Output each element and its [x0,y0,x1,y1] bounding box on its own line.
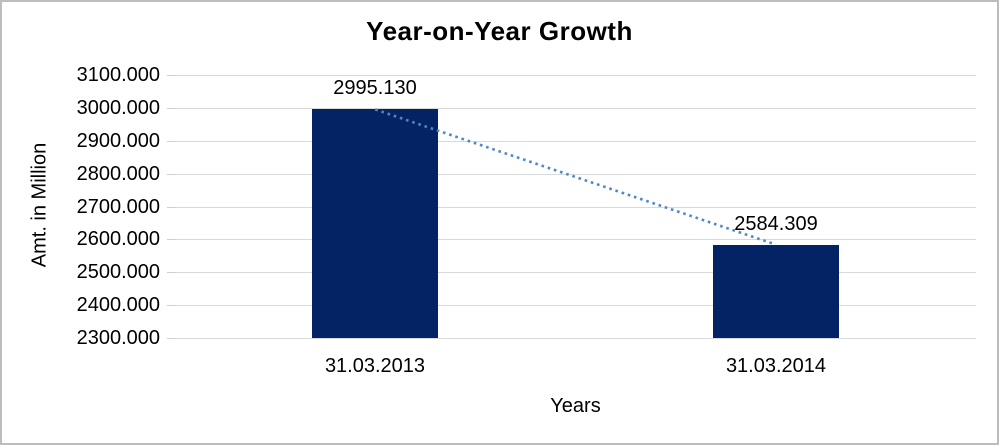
y-tick-label: 3100.000 [76,64,160,86]
gridline [175,174,976,175]
y-tick-label: 2700.000 [76,196,160,218]
bar-data-label: 2995.130 [333,77,417,99]
y-axis-tick-mark [167,272,175,273]
x-axis-title: Years [550,395,601,417]
y-tick-label: 2900.000 [76,130,160,152]
y-axis-tick-mark [167,207,175,208]
y-tick-label: 2300.000 [76,327,160,349]
x-tick-label: 31.03.2014 [725,355,827,377]
gridline [175,338,976,339]
gridline [175,239,976,240]
y-axis-tick-mark [167,141,175,142]
y-tick-label: 3000.000 [76,97,160,119]
bar [713,245,839,338]
y-axis-tick-mark [167,239,175,240]
bar-data-label: 2584.309 [734,213,818,235]
y-axis-tick-mark [167,305,175,306]
chart-title: Year-on-Year Growth [366,16,633,46]
gridline [175,141,976,142]
y-tick-label: 2400.000 [76,294,160,316]
gridline [175,305,976,306]
gridline [175,75,976,76]
x-tick-label: 31.03.2013 [324,355,426,377]
gridline [175,207,976,208]
y-axis-tick-mark [167,75,175,76]
y-tick-label: 2500.000 [76,261,160,283]
y-axis-tick-mark [167,174,175,175]
y-tick-label: 2800.000 [76,163,160,185]
gridline [175,108,976,109]
y-axis-tick-mark [167,108,175,109]
bar [312,109,438,338]
gridline [175,272,976,273]
y-axis-tick-mark [167,338,175,339]
y-axis-title: Amt. in Million [28,142,51,268]
y-tick-label: 2600.000 [76,228,160,250]
